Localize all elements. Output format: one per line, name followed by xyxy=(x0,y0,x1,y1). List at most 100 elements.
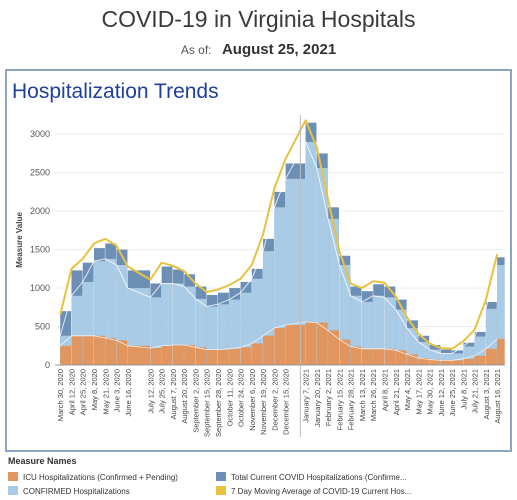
y-axis-label: Measure Value xyxy=(15,212,24,268)
bar-group[interactable] xyxy=(350,286,362,365)
legend-item-avg[interactable]: 7 Day Moving Average of COVID-19 Current… xyxy=(216,486,411,496)
bar-group[interactable] xyxy=(373,284,385,365)
bar-icu-hospitalizations xyxy=(218,349,229,365)
bar-group[interactable] xyxy=(71,270,83,365)
bar-icu-hospitalizations xyxy=(361,348,373,365)
seven-day-average-line[interactable] xyxy=(59,119,499,350)
bar-group[interactable] xyxy=(429,345,441,365)
bar-group[interactable] xyxy=(184,274,196,365)
bar-group[interactable] xyxy=(497,257,505,365)
x-tick-label: November 19, 2020 xyxy=(259,369,268,435)
bar-icu-hospitalizations xyxy=(384,348,396,365)
bar-group[interactable] xyxy=(172,269,184,365)
bar-confirmed-hospitalizations xyxy=(497,265,505,365)
x-tick-label: February 15, 2021 xyxy=(335,369,344,430)
bar-group[interactable] xyxy=(395,299,407,365)
bar-group[interactable] xyxy=(60,311,72,365)
bar-confirmed-hospitalizations xyxy=(263,251,274,365)
bar-confirmed-hospitalizations xyxy=(71,295,83,365)
x-tick-label: December 2, 2020 xyxy=(270,369,279,431)
bar-icu-hospitalizations xyxy=(184,345,196,365)
bar-group[interactable] xyxy=(440,349,452,365)
as-of-date: August 25, 2021 xyxy=(221,41,337,58)
legend-title: Measure Names xyxy=(8,456,77,466)
bar-icu-hospitalizations xyxy=(60,345,72,365)
bar-group[interactable] xyxy=(240,281,252,365)
bar-group[interactable] xyxy=(339,255,351,365)
bar-group[interactable] xyxy=(274,191,286,365)
x-tick-label: August 16, 2021 xyxy=(493,369,502,424)
bar-icu-hospitalizations xyxy=(452,360,463,365)
legend-item-total[interactable]: Total Current COVID Hospitalizations (Co… xyxy=(216,472,407,482)
bar-group[interactable] xyxy=(407,320,418,365)
bar-group[interactable] xyxy=(161,266,173,365)
x-tick-label: November 6, 2020 xyxy=(248,369,257,431)
bar-confirmed-hospitalizations xyxy=(328,218,339,365)
x-tick-label: January 20, 2021 xyxy=(313,369,322,427)
legend-swatch-icu xyxy=(8,472,18,481)
bar-group[interactable] xyxy=(285,163,306,365)
bar-group[interactable] xyxy=(251,268,263,365)
bar-group[interactable] xyxy=(82,262,94,365)
bar-group[interactable] xyxy=(463,342,475,365)
bar-confirmed-hospitalizations xyxy=(184,286,196,365)
bar-icu-hospitalizations xyxy=(195,347,207,365)
legend-swatch-avg xyxy=(216,486,226,495)
bar-group[interactable] xyxy=(229,288,241,365)
legend-label: ICU Hospitalizations (Confirmed + Pendin… xyxy=(23,473,178,482)
legend-swatch-total xyxy=(216,472,226,481)
bar-icu-hospitalizations xyxy=(274,328,286,365)
bar-group[interactable] xyxy=(263,238,274,365)
bar-group[interactable] xyxy=(116,249,128,365)
bar-confirmed-hospitalizations xyxy=(440,353,452,365)
x-tick-label: July 25, 2020 xyxy=(158,369,167,414)
bar-confirmed-hospitalizations xyxy=(240,292,252,365)
bar-group[interactable] xyxy=(328,207,339,365)
bar-confirmed-hospitalizations xyxy=(339,265,351,365)
as-of-label: As of: xyxy=(180,43,212,57)
bar-icu-hospitalizations xyxy=(418,358,430,365)
x-tick-label: October 11, 2020 xyxy=(225,369,234,426)
hospitalization-chart[interactable]: 0 500 1000 1500 2000 2500 3000 Measure Value Mar… xyxy=(0,0,517,455)
x-tick-label: September 28, 2020 xyxy=(214,369,223,437)
bar-confirmed-hospitalizations xyxy=(206,306,218,365)
bar-group[interactable] xyxy=(195,286,207,365)
bar-icu-hospitalizations xyxy=(350,346,362,365)
x-tick-label: April 12, 2020 xyxy=(68,369,77,415)
bar-group[interactable] xyxy=(218,292,229,365)
bar-group[interactable] xyxy=(361,291,373,365)
bar-icu-hospitalizations xyxy=(206,349,218,365)
bar-group[interactable] xyxy=(384,286,396,365)
bar-confirmed-hospitalizations xyxy=(463,346,475,365)
bar-icu-hospitalizations xyxy=(474,355,486,365)
bar-group[interactable] xyxy=(105,243,117,365)
bar-confirmed-hospitalizations xyxy=(251,278,263,365)
bar-group[interactable] xyxy=(206,295,218,365)
bar-group[interactable] xyxy=(127,270,150,365)
x-tick-label: March 26, 2021 xyxy=(369,369,378,421)
x-tick-label: October 24, 2020 xyxy=(237,369,246,427)
x-tick-label: July 21, 2021 xyxy=(471,369,480,414)
bar-group[interactable] xyxy=(418,335,430,365)
bar-icu-hospitalizations xyxy=(285,325,306,365)
bar-icu-hospitalizations xyxy=(127,345,150,365)
bar-icu-hospitalizations xyxy=(373,348,385,365)
bar-group[interactable] xyxy=(94,248,105,365)
bar-group[interactable] xyxy=(305,122,317,365)
icu-outline xyxy=(59,321,498,361)
bar-confirmed-hospitalizations xyxy=(485,308,497,365)
legend-item-icu[interactable]: ICU Hospitalizations (Confirmed + Pendin… xyxy=(8,472,178,482)
bar-group[interactable] xyxy=(485,301,497,365)
bar-group[interactable] xyxy=(150,283,162,365)
x-tick-label: September 15, 2020 xyxy=(203,369,212,437)
y-tick-label: 500 xyxy=(35,322,50,332)
bar-icu-hospitalizations xyxy=(429,359,441,365)
bar-icu-hospitalizations xyxy=(94,335,105,365)
bar-confirmed-hospitalizations xyxy=(218,304,229,365)
chart-lines xyxy=(59,119,499,361)
bar-group[interactable] xyxy=(316,153,328,365)
bar-group[interactable] xyxy=(474,331,486,365)
legend-item-confirmed[interactable]: CONFIRMED Hospitalizations xyxy=(8,486,130,496)
x-tick-label: July 8, 2021 xyxy=(459,369,468,409)
x-tick-label: June 16, 2020 xyxy=(124,369,133,417)
